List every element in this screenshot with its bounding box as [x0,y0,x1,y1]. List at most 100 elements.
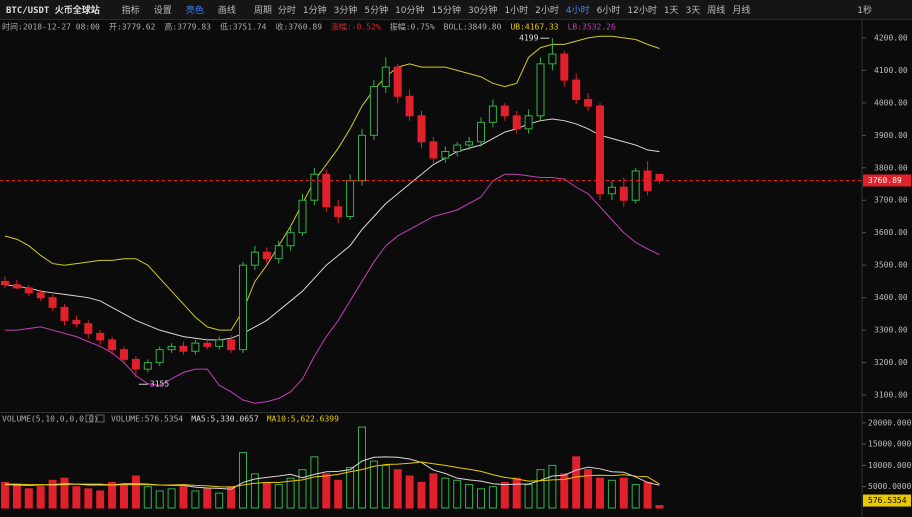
period-button[interactable]: 3天 [685,6,701,16]
candle-body [60,306,69,321]
volume-bar [1,481,9,509]
volume-bar [274,484,283,509]
tool-button[interactable]: 指标 [121,6,140,16]
y-tick-label: 5000.0000 [868,482,912,491]
candle-body [72,319,81,325]
candle-body [262,251,271,260]
candle-body [108,339,117,351]
candle-body [465,141,474,146]
info-item: 涨幅:-0.52% [331,22,381,32]
period-button[interactable]: 2小时 [535,6,559,16]
volume-legend: VOLUME:576.5354 [111,415,183,424]
refresh-rate[interactable]: 1秒 [857,6,872,16]
info-item: UB:4167.33 [510,23,558,32]
candle-body [536,63,545,117]
period-button[interactable]: 月线 [732,6,751,16]
candle-body [215,339,224,347]
period-button[interactable]: 3分钟 [333,6,358,16]
candle-body [512,115,521,130]
period-button[interactable]: 周线 [707,6,726,16]
candle-body [346,180,355,217]
volume-bar [596,477,604,509]
volume-bar [60,477,69,509]
candle-body [1,280,9,286]
toolbar: BTC/USDT 火币全球站 指标 设置 亮色 画线 周期 分时 1分钟 3分钟 5分钟 10分钟 1… [0,0,912,20]
y-tick-label: 3300.00 [874,326,908,335]
info-item: 振幅:0.75% [390,22,435,32]
period-button[interactable]: 5分钟 [364,6,389,16]
settings-icon[interactable] [85,414,94,423]
y-tick-label: 4200.00 [874,33,908,42]
volume-bar [167,488,176,509]
volume-bar [120,484,128,509]
last-volume-tag [863,494,911,507]
period-button[interactable]: 4小时 [565,6,590,16]
y-tick-label: 4100.00 [874,66,908,75]
candle-body [500,105,509,117]
pair-title: BTC/USDT 火币全球站 [6,6,100,16]
candle-body [584,99,593,107]
tool-button[interactable]: 画线 [217,6,236,16]
period-button[interactable]: 分时 [277,6,296,16]
close-icon[interactable] [96,414,105,423]
volume-bar [453,479,462,509]
candle-body [631,170,640,201]
volume-bar [143,486,152,509]
info-item: 收:3760.89 [275,22,322,32]
volume-bar [560,473,569,509]
candle-body [417,115,426,143]
candle-body [524,115,533,130]
volume-bar [24,488,33,509]
volume-bar [607,479,616,509]
tool-button[interactable]: 设置 [153,6,172,16]
volume-bar [346,467,355,509]
volume-bar [131,475,140,509]
y-tick-label: 3200.00 [874,358,908,367]
volume-bar [572,456,581,509]
info-item: 高:3779.83 [164,22,211,32]
candle-body [286,232,295,247]
volume-bar [488,486,497,509]
volume-bar [500,481,509,509]
info-item: 低:3751.74 [220,22,267,32]
volume-bar [191,490,200,509]
volume-bar [643,481,652,509]
period-button[interactable]: 15分钟 [431,6,461,16]
volume-bar [429,473,438,509]
candle-body [381,66,390,88]
volume-bar [239,452,247,509]
candle-body [334,206,343,217]
volume-bar [369,460,378,509]
y-tick-label: 3800.00 [874,163,908,172]
candle-body [48,297,57,308]
volume-bar [465,484,474,509]
low-label: 3155 [150,380,169,389]
last-price-tag [863,174,911,187]
period-button[interactable]: 12小时 [627,6,657,16]
period-button[interactable]: 6小时 [596,6,621,16]
volume-bar [322,473,331,509]
period-button[interactable]: 1小时 [504,6,529,16]
volume-bar [203,488,212,509]
volume-bar [155,490,164,509]
y-tick-label: 3900.00 [874,131,908,140]
candle-body [619,186,628,201]
volume-bar [84,488,93,509]
period-button[interactable]: 1天 [663,6,679,16]
volume-bar [441,477,450,509]
period-button[interactable]: 30分钟 [467,6,498,16]
volume-bar [286,477,295,509]
period-button[interactable]: 1分钟 [302,6,327,16]
candle-body [298,199,307,234]
tool-button[interactable]: 亮色 [185,6,204,16]
volume-bar [215,492,224,509]
volume-bar [36,486,45,509]
period-button[interactable]: 10分钟 [395,6,425,16]
volume-title: VOLUME(5,10,0,0,0,0) [2,415,98,424]
candle-body [191,342,200,352]
y-tick-label: 15000.0000 [868,440,912,449]
period-label[interactable]: 周期 [253,6,272,16]
volume-bar [417,481,426,509]
volume-bar [381,464,390,509]
